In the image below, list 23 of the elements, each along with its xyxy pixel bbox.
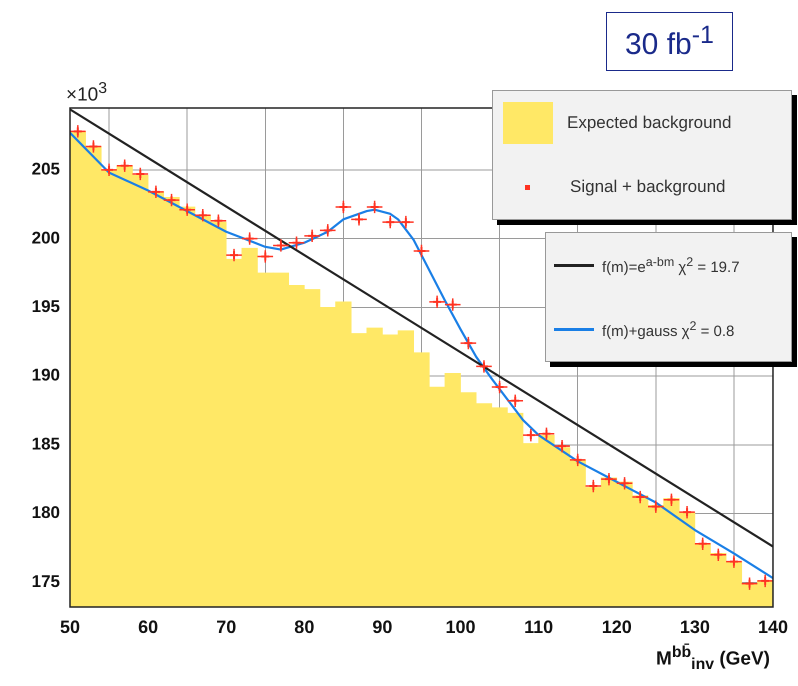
legend-label: f(m)=e$^{a-bm}$ χ$^{2}$ = 19.7 [602,254,740,276]
x-tick-label: 140 [758,616,788,637]
x-tick-label: 60 [138,616,158,637]
x-tick-label: 70 [216,616,236,637]
y-tick-label: 175 [32,572,60,591]
legend-label: f(m)+gauss χ$^{2}$ = 0.8 [602,318,734,340]
x-tick-label: 50 [60,616,80,637]
x-tick-label: 130 [680,616,710,637]
x-tick-label: 80 [294,616,314,637]
y-tick-label: 185 [32,434,60,454]
y-tick-label: 180 [32,503,60,522]
y-tick-label: 190 [32,366,60,385]
text: 30 fb$^{-1}$ [606,12,733,71]
x-tick-label: 120 [602,616,632,637]
x-tick-label: 100 [446,616,476,637]
legend-label: Signal + background [570,177,726,197]
y-tick-label: 195 [32,297,60,316]
y-tick-label: 205 [32,160,60,179]
x-axis-title: M$^{bb̄}$$_{inv}$ (GeV) [656,644,770,674]
x-tick-label: 110 [524,616,554,637]
y-tick-label: 200 [32,228,60,248]
y-axis-title: ×10$^{3}$ [66,80,108,106]
x-tick-label: 90 [372,616,392,637]
